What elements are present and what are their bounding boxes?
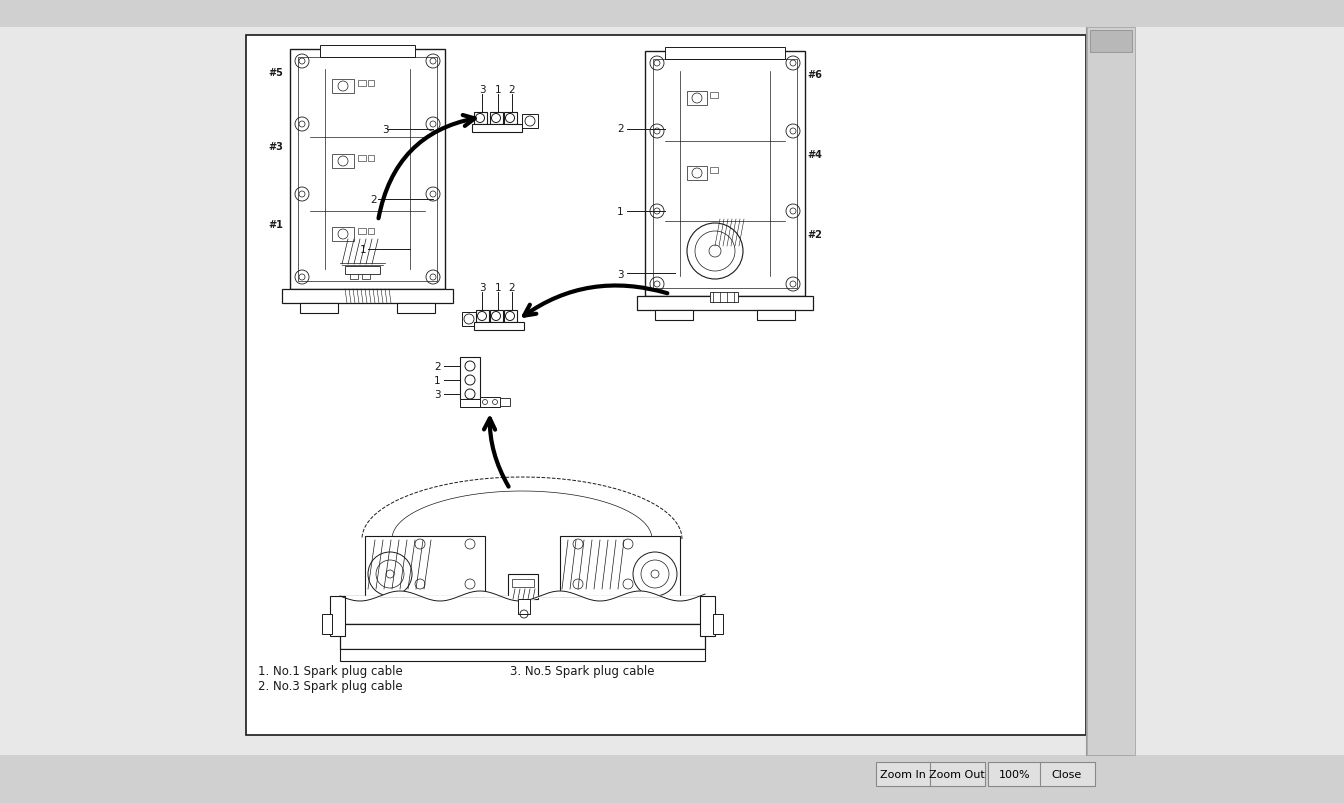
Bar [368, 229, 374, 234]
Text: 1. No.1 Spark plug cable: 1. No.1 Spark plug cable [258, 664, 403, 677]
Bar [366, 536, 485, 597]
Bar [480, 397, 500, 407]
Bar [349, 275, 358, 279]
Text: #4: #4 [806, 150, 823, 160]
Bar [300, 304, 337, 314]
Bar [474, 323, 524, 331]
Bar [460, 400, 480, 407]
Bar [930, 762, 985, 786]
Bar [521, 115, 538, 128]
Text: 3: 3 [478, 283, 485, 292]
Bar [500, 398, 509, 406]
Bar [298, 58, 437, 282]
Bar [358, 229, 366, 234]
Text: 2. No.3 Spark plug cable: 2. No.3 Spark plug cable [258, 679, 403, 692]
Bar [655, 311, 694, 320]
Bar [517, 599, 530, 614]
Text: 1: 1 [495, 85, 501, 95]
Text: 2: 2 [508, 85, 515, 95]
Bar [290, 50, 445, 290]
Bar [512, 579, 534, 587]
Bar [282, 290, 453, 304]
Bar [323, 614, 332, 634]
Bar [246, 36, 1086, 735]
Bar [687, 167, 707, 181]
Text: #6: #6 [806, 70, 823, 80]
Bar [396, 304, 435, 314]
Bar [460, 357, 480, 400]
Text: Zoom In: Zoom In [880, 769, 926, 779]
Bar [332, 155, 353, 169]
Bar [653, 60, 797, 288]
Bar [710, 168, 718, 173]
Text: Zoom Out: Zoom Out [929, 769, 985, 779]
Bar [710, 93, 718, 99]
Text: 1: 1 [360, 245, 367, 255]
Text: 2: 2 [434, 361, 441, 372]
Text: Close: Close [1052, 769, 1082, 779]
Bar [1087, 28, 1134, 755]
Bar [645, 52, 805, 296]
Text: #2: #2 [806, 230, 823, 240]
Bar [362, 275, 370, 279]
Text: 3: 3 [617, 270, 624, 279]
Bar [340, 624, 706, 649]
Bar [508, 574, 538, 599]
Bar [1090, 31, 1132, 53]
Text: 3: 3 [434, 389, 441, 400]
Bar [462, 312, 476, 327]
Bar [0, 755, 1344, 803]
Text: 3: 3 [478, 85, 485, 95]
Text: 2: 2 [617, 124, 624, 134]
Bar [637, 296, 813, 311]
Bar [560, 536, 680, 597]
Text: 3: 3 [382, 124, 388, 135]
Bar [368, 81, 374, 87]
Bar [368, 156, 374, 161]
Bar [757, 311, 796, 320]
Bar [340, 649, 706, 661]
Text: 2: 2 [508, 283, 515, 292]
Bar [358, 156, 366, 161]
Bar [504, 311, 517, 323]
Bar [710, 292, 738, 303]
Bar [0, 0, 1344, 28]
Text: 1: 1 [617, 206, 624, 217]
Bar [345, 267, 380, 275]
Text: 1: 1 [434, 376, 441, 385]
Bar [1040, 762, 1095, 786]
Bar [320, 46, 415, 58]
Bar [687, 92, 707, 106]
Bar [331, 597, 345, 636]
Text: #3: #3 [267, 142, 282, 152]
Bar [665, 48, 785, 60]
Text: #5: #5 [267, 68, 282, 78]
Bar [700, 597, 715, 636]
Bar [504, 113, 517, 124]
Bar [476, 311, 489, 323]
Text: #1: #1 [267, 220, 282, 230]
Bar [472, 124, 521, 132]
Bar [358, 81, 366, 87]
Bar [340, 597, 706, 624]
Bar [714, 614, 723, 634]
Text: 100%: 100% [999, 769, 1031, 779]
Text: 3. No.5 Spark plug cable: 3. No.5 Spark plug cable [509, 664, 655, 677]
Text: 2: 2 [370, 195, 376, 205]
Bar [332, 80, 353, 94]
Bar [491, 311, 503, 323]
Text: 1: 1 [495, 283, 501, 292]
Bar [988, 762, 1043, 786]
Bar [332, 228, 353, 242]
Bar [876, 762, 931, 786]
Bar [491, 113, 503, 124]
Bar [474, 113, 487, 124]
